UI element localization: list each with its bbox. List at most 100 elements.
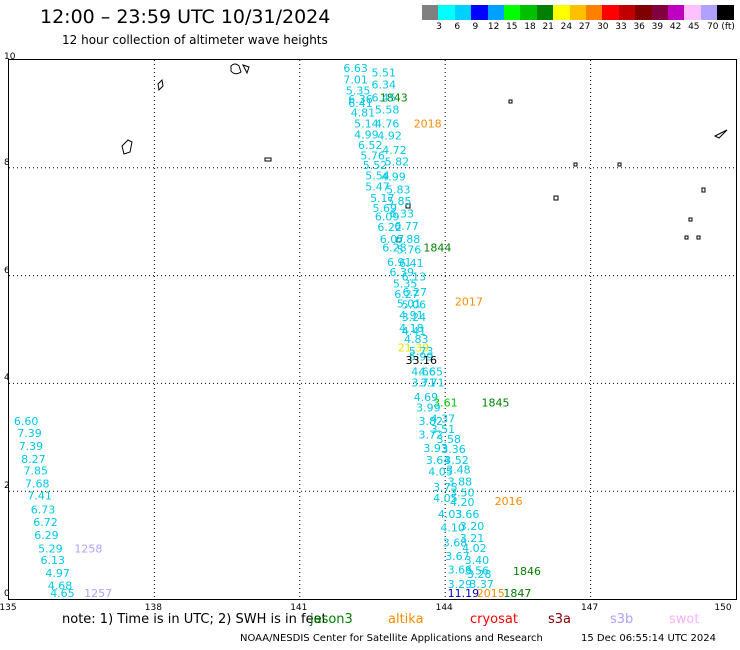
y-tick-label: 4: [4, 373, 10, 384]
wave-height-label: 7.41: [27, 490, 52, 503]
island: [121, 139, 133, 155]
pass-time-label: 1258: [74, 542, 102, 555]
wave-height-label: 6.45: [372, 92, 397, 105]
legend-item-s3a: s3a: [548, 612, 572, 627]
color-scale-swatch: [520, 5, 538, 20]
wave-height-label: 6.77: [394, 220, 419, 233]
wave-height-label: 3.48: [446, 464, 471, 477]
map-plot-area: 6.63 5.51 7.01 6.34 5.35 1843 6.36 6.45 6.41 5.58…: [8, 59, 737, 600]
x-tick-label: 150: [714, 603, 732, 613]
island: [396, 237, 402, 243]
island: [553, 195, 559, 201]
wave-height-label: 5.47: [365, 181, 390, 194]
wave-height-label: 5.14: [354, 118, 379, 131]
color-scale-label: 6: [454, 22, 461, 32]
wave-height-label: 6.07: [380, 233, 405, 246]
wave-height-label: 4.83: [404, 333, 429, 346]
wave-height-label: 4.18: [399, 322, 424, 335]
wave-height-label: 3.68: [443, 536, 468, 549]
wave-height-label: 5.82: [385, 155, 410, 168]
map-title: 12:00 – 23:59 UTC 10/31/2024: [40, 6, 331, 28]
legend-item-swot: swot: [669, 612, 700, 627]
wave-height-label: 6.60: [14, 415, 38, 428]
x-tick-label: 141: [290, 603, 308, 613]
wave-height-label: 5.51: [372, 66, 397, 79]
color-scale-label: 39: [651, 22, 664, 32]
wave-height-label: 6.22: [377, 221, 402, 234]
wave-height-label: 7.85: [24, 465, 49, 478]
wave-height-label: 4.65: [419, 366, 444, 379]
color-scale-swatch: [536, 5, 554, 20]
wave-height-label: 5.52: [363, 159, 388, 172]
wave-height-label: 5.69: [373, 202, 398, 215]
wave-height-label: 3.56: [465, 564, 490, 577]
color-scale-swatch: [504, 5, 521, 20]
color-scale-swatch: [602, 5, 620, 20]
color-scale-swatch: [717, 5, 735, 20]
islands: [121, 63, 728, 243]
wave-height-label: 3.99: [416, 402, 441, 415]
pass-time-label: 1844: [423, 242, 451, 255]
color-scale-label: 3: [436, 22, 442, 32]
pass-time-label: 1257: [84, 587, 112, 599]
color-scale-swatch: [471, 5, 489, 20]
color-scale-label: 9: [472, 22, 479, 32]
wave-height-label: 7.39: [17, 427, 42, 440]
legend-item-cryosat: cryosat: [470, 612, 518, 627]
wave-height-label: 6.91: [387, 256, 412, 269]
wave-height-label: 3.24: [402, 311, 427, 324]
wave-height-label: 3.40: [465, 554, 490, 567]
wave-height-label: 5.58: [375, 104, 400, 117]
color-scale-label: 15: [506, 22, 518, 32]
wave-height-label: 4.66: [411, 366, 436, 379]
wave-height-label: 5.35: [346, 85, 371, 98]
wave-height-label: 3.36: [441, 443, 466, 456]
color-scale-swatch: [422, 5, 439, 20]
color-scale-swatch: [635, 5, 653, 20]
color-scale-swatch: [553, 5, 571, 20]
island: [264, 157, 272, 162]
y-tick-label: 2: [4, 481, 10, 492]
wave-height-label: 6.28: [382, 242, 407, 255]
color-scale-swatch: [618, 5, 636, 20]
color-scale-label: 33: [615, 22, 627, 32]
pass-time-label: 1843: [380, 92, 408, 105]
wave-height-label: 6.29: [34, 529, 59, 542]
wave-height-label: 6.34: [372, 78, 397, 91]
wave-height-label: 4.10: [440, 521, 465, 534]
wave-height-label: 5.76: [360, 149, 385, 162]
wave-height-label: 3.28: [467, 568, 492, 581]
wave-height-label: 5.76: [397, 244, 422, 257]
y-tick-label: 0: [4, 589, 10, 599]
wave-height-label: 3.20: [460, 520, 485, 533]
wave-height-label: 3.66: [455, 508, 480, 521]
x-tick-label: 138: [144, 603, 162, 613]
wave-height-label: 4.69: [414, 391, 439, 404]
wave-height-label: 33.16: [405, 354, 437, 367]
wave-height-label: 3.64: [426, 454, 451, 467]
pass-time-label: 2015: [477, 587, 505, 599]
wave-height-label: 4.03: [438, 508, 463, 521]
wave-height-label: 6.09: [375, 210, 400, 223]
y-tick-label: 8: [4, 157, 10, 168]
wave-height-label: 6.73: [31, 504, 55, 517]
wave-height-label: 4.92: [377, 129, 402, 142]
wave-height-label: 21.39: [398, 341, 430, 354]
x-tick-label: 144: [435, 603, 453, 613]
island: [696, 235, 701, 240]
x-tick-label: 135: [0, 603, 17, 613]
wave-height-label: 5.29: [38, 542, 63, 555]
island: [230, 63, 250, 75]
wave-height-label: 6.88: [396, 233, 421, 246]
color-scale-label: 45: [688, 22, 700, 32]
footer-timestamp: 15 Dec 06:55:14 UTC 2024: [581, 633, 716, 644]
wave-height-label: 5.73: [409, 345, 434, 358]
wave-height-label: 4.81: [351, 106, 376, 119]
wave-height-label: 4.99: [381, 170, 406, 183]
wave-height-label: 3.75: [433, 481, 458, 494]
wave-height-label: 11.19: [448, 587, 480, 599]
color-scale-label: 36: [633, 22, 645, 32]
wave-height-label: 4.72: [382, 144, 407, 157]
wave-height-label: 5.83: [386, 183, 411, 196]
